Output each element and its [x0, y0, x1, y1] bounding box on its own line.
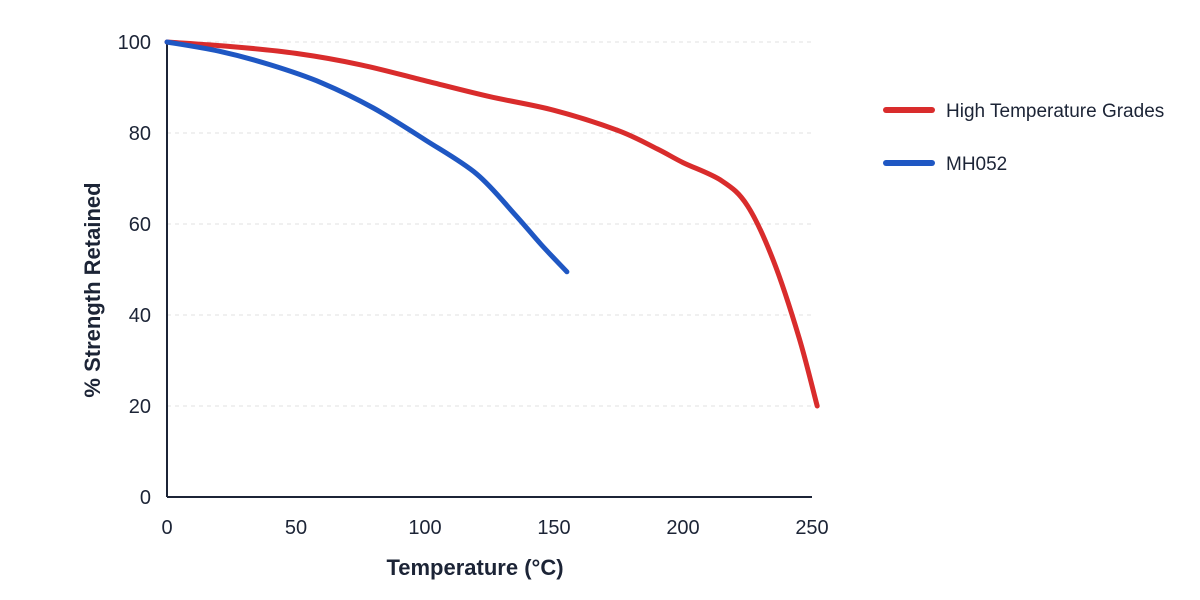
- x-tick-label: 200: [666, 517, 699, 539]
- x-tick-label: 250: [795, 517, 828, 539]
- x-axis-title: Temperature (°C): [386, 555, 563, 580]
- y-tick-labels: 0 20 40 60 80 100: [118, 32, 151, 509]
- x-tick-label: 50: [285, 517, 307, 539]
- y-tick-label: 100: [118, 32, 151, 54]
- series-line-high-temperature-grades: [164, 39, 820, 409]
- legend: High Temperature Grades MH052: [883, 101, 1164, 175]
- y-tick-label: 0: [140, 487, 151, 509]
- y-tick-label: 80: [129, 123, 151, 145]
- legend-label: High Temperature Grades: [946, 101, 1164, 122]
- legend-item-high-temperature-grades: High Temperature Grades: [883, 101, 1164, 122]
- y-tick-label: 20: [129, 396, 151, 418]
- axes: [166, 42, 812, 498]
- x-tick-label: 100: [408, 517, 441, 539]
- legend-item-mh052: MH052: [883, 154, 1007, 175]
- y-tick-label: 60: [129, 214, 151, 236]
- series-line-mh052: [164, 39, 570, 275]
- series-lines: [164, 39, 820, 409]
- y-axis-title: % Strength Retained: [80, 182, 105, 397]
- x-tick-label: 0: [161, 517, 172, 539]
- grid: [167, 41, 812, 407]
- x-tick-label: 150: [537, 517, 570, 539]
- y-tick-label: 40: [129, 305, 151, 327]
- legend-label: MH052: [946, 154, 1007, 175]
- x-tick-labels: 0 50 100 150 200 250: [161, 517, 828, 539]
